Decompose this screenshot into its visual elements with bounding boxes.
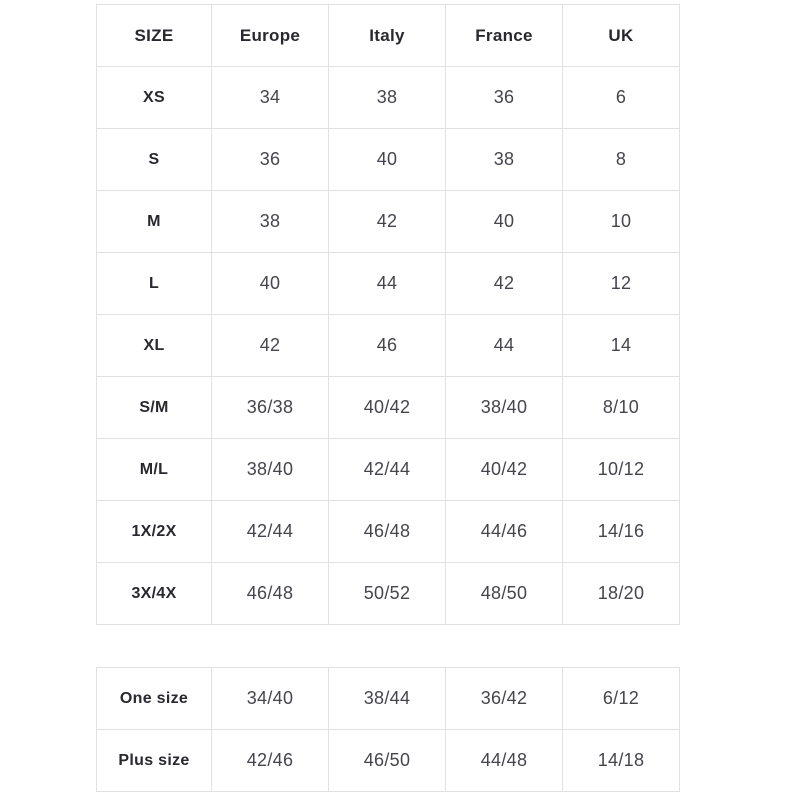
size-label-cell: XS	[96, 66, 212, 129]
size-value-cell: 36	[445, 66, 563, 129]
size-value-cell: 42	[445, 252, 563, 315]
table-row: S/M 36/38 40/42 38/40 8/10	[96, 376, 680, 439]
size-value-cell: 40	[211, 252, 329, 315]
size-label-cell: L	[96, 252, 212, 315]
size-label-cell: 1X/2X	[96, 500, 212, 563]
size-label-cell: One size	[96, 667, 212, 730]
size-value-cell: 38	[328, 66, 446, 129]
size-value-cell: 42	[211, 314, 329, 377]
size-value-cell: 36/42	[445, 667, 563, 730]
table-row: XL 42 46 44 14	[96, 314, 680, 377]
size-value-cell: 50/52	[328, 562, 446, 625]
size-value-cell: 38/40	[211, 438, 329, 501]
size-value-cell: 36	[211, 128, 329, 191]
size-value-cell: 6	[562, 66, 680, 129]
size-value-cell: 40/42	[328, 376, 446, 439]
size-value-cell: 8	[562, 128, 680, 191]
size-value-cell: 14/16	[562, 500, 680, 563]
size-label-cell: 3X/4X	[96, 562, 212, 625]
size-value-cell: 8/10	[562, 376, 680, 439]
size-value-cell: 42/44	[211, 500, 329, 563]
size-value-cell: 38/40	[445, 376, 563, 439]
size-value-cell: 38	[445, 128, 563, 191]
special-table-body: One size 34/40 38/44 36/42 6/12 Plus size 42/4…	[96, 667, 680, 792]
size-value-cell: 38	[211, 190, 329, 253]
size-value-cell: 40	[328, 128, 446, 191]
table-row: Plus size 42/46 46/50 44/48 14/18	[96, 729, 680, 792]
size-value-cell: 36/38	[211, 376, 329, 439]
size-value-cell: 46/48	[328, 500, 446, 563]
size-value-cell: 6/12	[562, 667, 680, 730]
size-value-cell: 42/44	[328, 438, 446, 501]
size-value-cell: 34/40	[211, 667, 329, 730]
size-value-cell: 46	[328, 314, 446, 377]
table-row: M 38 42 40 10	[96, 190, 680, 253]
size-value-cell: 14	[562, 314, 680, 377]
size-label-cell: XL	[96, 314, 212, 377]
size-value-cell: 34	[211, 66, 329, 129]
table-row: S 36 40 38 8	[96, 128, 680, 191]
table-row: L 40 44 42 12	[96, 252, 680, 315]
table-row: XS 34 38 36 6	[96, 66, 680, 129]
size-value-cell: 40/42	[445, 438, 563, 501]
size-value-cell: 10	[562, 190, 680, 253]
size-label-cell: S/M	[96, 376, 212, 439]
size-value-cell: 48/50	[445, 562, 563, 625]
header-cell: UK	[562, 4, 680, 67]
size-label-cell: Plus size	[96, 729, 212, 792]
table-row: 1X/2X 42/44 46/48 44/46 14/16	[96, 500, 680, 563]
size-value-cell: 46/50	[328, 729, 446, 792]
size-value-cell: 12	[562, 252, 680, 315]
header-cell: Italy	[328, 4, 446, 67]
size-label-cell: M	[96, 190, 212, 253]
header-cell: Europe	[211, 4, 329, 67]
size-label-cell: M/L	[96, 438, 212, 501]
size-value-cell: 40	[445, 190, 563, 253]
size-table-header: SIZE Europe Italy France UK	[96, 4, 680, 67]
size-value-cell: 10/12	[562, 438, 680, 501]
size-value-cell: 42	[328, 190, 446, 253]
size-value-cell: 44	[445, 314, 563, 377]
size-table-body: XS 34 38 36 6 S 36 40 38 8 M 38 42 40 10 L 40 44 42 12 XL 42 4…	[96, 66, 680, 625]
header-row: SIZE Europe Italy France UK	[96, 4, 680, 67]
size-value-cell: 44	[328, 252, 446, 315]
size-label-cell: S	[96, 128, 212, 191]
size-value-cell: 38/44	[328, 667, 446, 730]
size-value-cell: 18/20	[562, 562, 680, 625]
size-conversion-table: SIZE Europe Italy France UK XS 34 38 36 6 S 36 40 38…	[96, 4, 680, 625]
size-value-cell: 44/48	[445, 729, 563, 792]
size-value-cell: 46/48	[211, 562, 329, 625]
size-value-cell: 42/46	[211, 729, 329, 792]
special-sizes-table: One size 34/40 38/44 36/42 6/12 Plus size 42/4…	[96, 667, 680, 792]
header-cell: France	[445, 4, 563, 67]
table-row: 3X/4X 46/48 50/52 48/50 18/20	[96, 562, 680, 625]
table-row: One size 34/40 38/44 36/42 6/12	[96, 667, 680, 730]
header-cell-size: SIZE	[96, 4, 212, 67]
table-row: M/L 38/40 42/44 40/42 10/12	[96, 438, 680, 501]
size-value-cell: 44/46	[445, 500, 563, 563]
size-value-cell: 14/18	[562, 729, 680, 792]
